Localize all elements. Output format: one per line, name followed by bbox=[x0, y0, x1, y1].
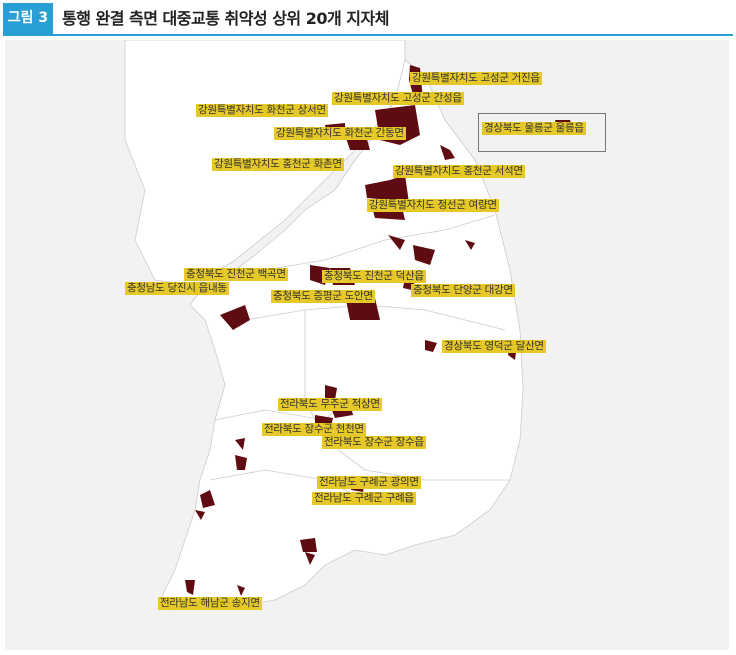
map-label: 전라북도 무주군 적상면 bbox=[278, 398, 382, 411]
region-haenam bbox=[185, 580, 195, 595]
region-south1 bbox=[300, 538, 317, 552]
region-sw1 bbox=[235, 438, 245, 450]
map-label: 경상북도 울릉군 울릉읍 bbox=[482, 122, 586, 135]
region-jeoksang bbox=[325, 385, 337, 400]
map-label: 강원특별자치도 홍천군 화촌면 bbox=[212, 158, 344, 171]
map-label: 전라남도 구례군 광의면 bbox=[317, 476, 421, 489]
region-sw3 bbox=[200, 490, 215, 508]
region-gangneung bbox=[388, 235, 405, 250]
map-label: 경상북도 영덕군 달산면 bbox=[442, 340, 546, 353]
map-label: 충청북도 증평군 도안면 bbox=[271, 290, 375, 303]
region-south2 bbox=[305, 552, 315, 565]
map-label: 전라북도 장수군 장수읍 bbox=[322, 436, 426, 449]
region-yangyang bbox=[440, 145, 455, 160]
region-s3 bbox=[237, 585, 245, 596]
map-label: 전라남도 구례군 구례읍 bbox=[312, 492, 416, 505]
map-label: 충청북도 진천군 백곡면 bbox=[184, 268, 288, 281]
map-label: 충청북도 진천군 덕산읍 bbox=[322, 270, 426, 283]
map-label: 충청북도 단양군 대강면 bbox=[411, 284, 515, 297]
map-label: 강원특별자치도 고성군 거진읍 bbox=[410, 72, 542, 85]
figure-title: 통행 완결 측면 대중교통 취약성 상위 20개 지자체 bbox=[62, 9, 389, 28]
map-label: 충청남도 당진시 읍내동 bbox=[125, 282, 229, 295]
region-sw4 bbox=[195, 510, 205, 520]
ulleung-inset-box bbox=[478, 113, 606, 152]
figure-badge: 그림 3 bbox=[3, 3, 53, 34]
title-divider bbox=[3, 34, 733, 36]
map-label: 강원특별자치도 고성군 간성읍 bbox=[332, 92, 464, 105]
region-yeongdeok bbox=[425, 340, 437, 352]
region-samcheok bbox=[413, 245, 435, 265]
map-label: 전라남도 해남군 송지면 bbox=[158, 597, 262, 610]
region-hwachon bbox=[365, 180, 390, 200]
map-label: 강원특별자치도 홍천군 서석면 bbox=[393, 165, 525, 178]
region-dangjin bbox=[220, 305, 250, 330]
map-label: 강원특별자치도 정선군 여량면 bbox=[367, 199, 499, 212]
map-label: 강원특별자치도 화천군 상서면 bbox=[196, 104, 328, 117]
map-label: 강원특별자치도 화천군 간동면 bbox=[274, 127, 406, 140]
region-sw2 bbox=[235, 455, 247, 470]
map-label: 전라북도 장수군 천천면 bbox=[262, 423, 366, 436]
region-donghae bbox=[465, 240, 475, 250]
